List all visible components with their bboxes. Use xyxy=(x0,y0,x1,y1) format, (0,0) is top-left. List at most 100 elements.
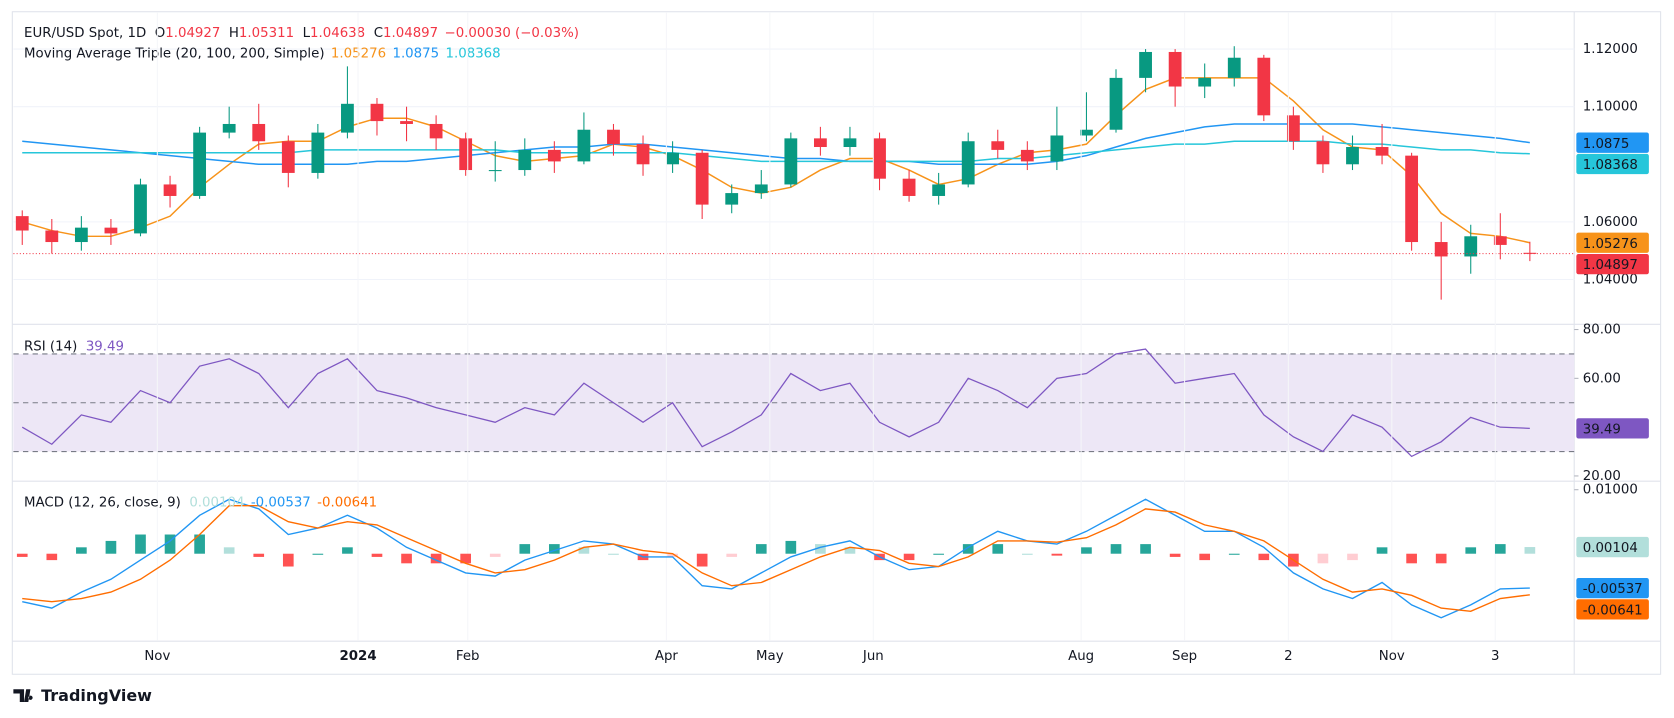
legend: MACD (12, 26, close, 9) 0.00104 -0.00537 -0… xyxy=(24,495,377,510)
legend: Moving Average Triple (20, 100, 200, Sim… xyxy=(24,46,501,61)
histogram-bar xyxy=(430,553,442,564)
histogram-bar xyxy=(755,544,767,554)
candle-body xyxy=(784,138,798,185)
price-label: 1.08368 xyxy=(1583,158,1638,173)
x-tick-label: Jun xyxy=(862,649,884,664)
histogram-bar xyxy=(1524,547,1536,554)
candle-body xyxy=(991,141,1005,150)
candle-body xyxy=(488,170,502,172)
candle-body xyxy=(518,149,532,171)
y-tick-label: 1.06000 xyxy=(1583,215,1638,230)
candle-body xyxy=(252,123,266,142)
x-tick-label: Nov xyxy=(1379,649,1405,664)
histogram-bar xyxy=(578,547,590,554)
candle-body xyxy=(311,132,325,173)
histogram-bar xyxy=(16,553,28,557)
moving-average xyxy=(22,140,1530,163)
candle-body xyxy=(281,141,295,173)
candle-body xyxy=(1316,141,1330,165)
ohlc-letter: L xyxy=(303,26,311,41)
histogram-bar xyxy=(1376,547,1388,554)
candle-body xyxy=(222,123,236,133)
candle-body xyxy=(1464,236,1478,257)
rsi-value: 39.49 xyxy=(86,340,124,355)
candle-body xyxy=(577,129,591,162)
histogram-bar xyxy=(194,534,205,554)
candle-body xyxy=(1523,252,1537,254)
candle-body xyxy=(1227,57,1241,78)
histogram-bar xyxy=(933,553,944,555)
histogram-bar xyxy=(726,553,738,557)
histogram-bar xyxy=(1406,553,1417,564)
ohlc-value: 1.04927 xyxy=(165,26,220,41)
x-tick-label: May xyxy=(756,649,784,664)
candle-body xyxy=(813,138,827,148)
histogram-bar xyxy=(76,547,87,554)
price-label-box xyxy=(1576,599,1649,620)
price-label-box xyxy=(1576,577,1649,599)
candle-body xyxy=(459,138,473,171)
histogram-bar xyxy=(1347,553,1358,561)
histogram-bar xyxy=(1258,553,1270,561)
ohlc-value: 1.04638 xyxy=(310,26,365,41)
candle-body xyxy=(1109,77,1123,130)
histogram-bar xyxy=(667,553,678,557)
histogram-value: 0.00104 xyxy=(189,495,244,510)
histogram-bar xyxy=(903,553,915,561)
candle-body xyxy=(1375,147,1389,156)
candle-body xyxy=(843,138,857,148)
price-label-box xyxy=(1576,536,1649,558)
histogram-bar xyxy=(105,540,117,554)
price-label: -0.00641 xyxy=(1583,603,1643,618)
histogram-bar xyxy=(696,553,708,567)
histogram-bar xyxy=(46,553,58,561)
histogram-bar xyxy=(549,544,560,554)
y-tick-label: 1.12000 xyxy=(1583,42,1638,57)
histogram-bar xyxy=(1021,553,1033,555)
price-label: 1.04897 xyxy=(1583,258,1638,273)
x-tick-label: Aug xyxy=(1068,649,1094,664)
candle-body xyxy=(1286,115,1300,142)
price-label: 39.49 xyxy=(1583,422,1621,437)
histogram-bar xyxy=(1494,544,1506,554)
histogram-bar xyxy=(1435,553,1447,564)
candle-body xyxy=(1139,51,1152,78)
histogram-bar xyxy=(785,540,797,554)
candle-body xyxy=(1198,77,1212,87)
histogram-bar xyxy=(401,553,412,564)
x-tick-label: 2024 xyxy=(340,649,377,664)
histogram-bar xyxy=(608,553,619,555)
price-label-box xyxy=(1576,232,1649,253)
candle-body xyxy=(695,152,709,205)
title: EUR/USD Spot, 1D xyxy=(24,26,146,41)
candle-body xyxy=(902,178,916,196)
candle-body xyxy=(45,230,59,243)
histogram-bar xyxy=(992,544,1004,554)
candle-body xyxy=(547,149,561,162)
histogram-bar xyxy=(253,553,265,557)
ma-value: 1.0875 xyxy=(392,46,439,61)
histogram-bar xyxy=(371,553,383,557)
candle-body xyxy=(932,184,946,196)
histogram-bar xyxy=(312,553,324,555)
histogram-bar xyxy=(489,553,501,557)
histogram-bar xyxy=(223,547,235,554)
y-tick-label: 20.00 xyxy=(1583,469,1621,484)
change: −0.00030 (−0.03%) xyxy=(445,26,579,41)
ohlc-letter: O xyxy=(155,26,166,41)
ohlc-value: 1.05311 xyxy=(239,26,294,41)
ohlc-value: 1.04897 xyxy=(383,26,438,41)
legend: EUR/USD Spot, 1D O1.04927 H1.05311 L1.04638… xyxy=(24,26,579,41)
histogram-bar xyxy=(844,547,856,554)
candle-body xyxy=(1493,236,1507,245)
candle-body xyxy=(1257,57,1271,116)
y-tick-label: 1.04000 xyxy=(1583,272,1638,287)
histogram-bar xyxy=(1317,553,1329,564)
ma-value: 1.08368 xyxy=(446,46,501,61)
candle-body xyxy=(873,138,886,179)
price-label: 0.00104 xyxy=(1583,541,1638,556)
logo xyxy=(13,689,33,702)
candle-body xyxy=(1080,129,1093,136)
